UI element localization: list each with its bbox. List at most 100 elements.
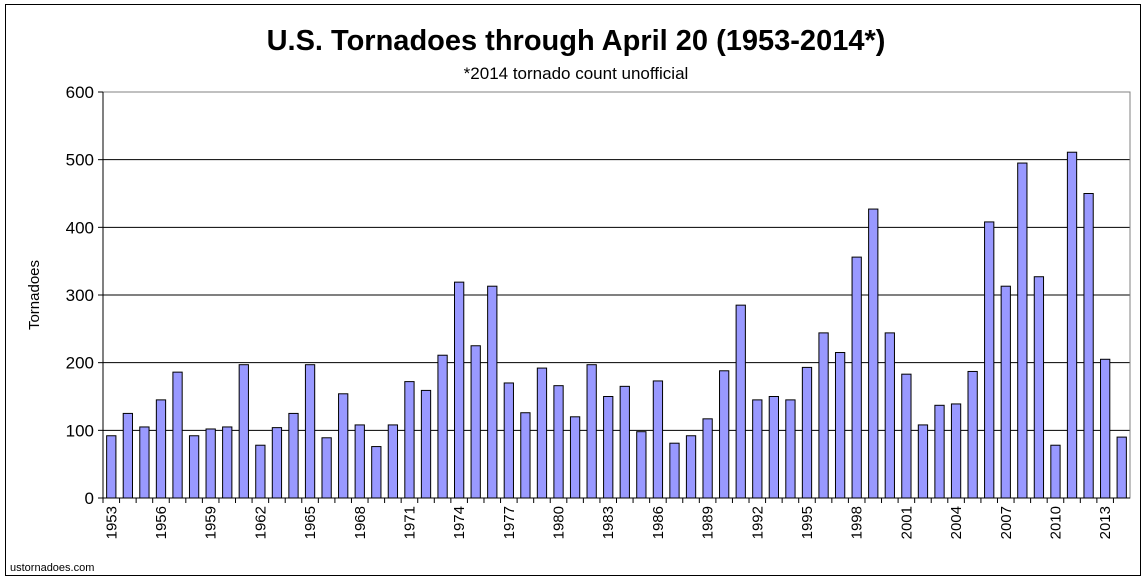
- y-tick-label: 0: [85, 489, 94, 508]
- bar-1980: [553, 385, 564, 499]
- y-tick-label: 500: [66, 151, 94, 170]
- bar-1957: [172, 371, 183, 499]
- bar-1954: [122, 412, 133, 499]
- x-tick-label-1989: 1989: [700, 506, 717, 539]
- x-tick-label-2007: 2007: [998, 506, 1015, 539]
- bar-1989: [702, 418, 713, 499]
- x-tick-label-2004: 2004: [948, 506, 965, 539]
- bar-1990: [719, 370, 730, 499]
- bar-2006: [984, 221, 995, 499]
- x-tick-label-1962: 1962: [252, 506, 269, 539]
- bar-1960: [222, 426, 233, 499]
- x-tick-label-1980: 1980: [551, 506, 568, 539]
- y-tick-label: 600: [66, 83, 94, 102]
- bar-1992: [752, 399, 763, 499]
- bar-2007: [1000, 285, 1011, 499]
- bar-1999: [868, 208, 879, 499]
- bar-1991: [735, 304, 746, 499]
- x-tick-label-1977: 1977: [501, 506, 518, 539]
- x-tick-label-1992: 1992: [749, 506, 766, 539]
- bar-2000: [884, 332, 895, 499]
- bar-1977: [503, 382, 514, 499]
- chart-frame: U.S. Tornadoes through April 20 (1953-20…: [5, 4, 1141, 576]
- x-tick-label-1974: 1974: [451, 506, 468, 539]
- bar-1973: [437, 354, 448, 499]
- bar-1984: [619, 385, 630, 499]
- bar-2001: [901, 373, 912, 499]
- bar-1994: [785, 399, 796, 499]
- bar-1978: [520, 412, 531, 499]
- bar-2012: [1083, 193, 1094, 499]
- x-tick-label-1953: 1953: [103, 506, 120, 539]
- bar-1972: [420, 389, 432, 499]
- x-tick-label-1998: 1998: [849, 506, 866, 539]
- bar-1970: [387, 424, 399, 499]
- bars: [106, 151, 1127, 499]
- bar-1998: [851, 256, 862, 499]
- bar-1962: [255, 444, 266, 499]
- bar-2013: [1100, 358, 1111, 499]
- x-tick-label-1965: 1965: [302, 506, 319, 539]
- x-tick-label-1959: 1959: [203, 506, 220, 539]
- bar-2009: [1033, 276, 1045, 499]
- bar-1971: [404, 381, 415, 499]
- tornado-bar-chart: U.S. Tornadoes through April 20 (1953-20…: [10, 25, 1131, 574]
- bar-1966: [321, 437, 332, 499]
- bar-1963: [271, 427, 283, 499]
- chart-title: U.S. Tornadoes through April 20 (1953-20…: [267, 25, 886, 57]
- bar-1965: [304, 364, 316, 499]
- axes: [98, 91, 1130, 503]
- x-tick-label-1971: 1971: [401, 506, 418, 539]
- bar-2011: [1066, 151, 1078, 499]
- y-tick-label: 200: [66, 354, 94, 373]
- bar-1958: [188, 435, 200, 499]
- bar-1968: [354, 424, 365, 499]
- x-tick-label-1983: 1983: [600, 506, 617, 539]
- bar-1996: [818, 332, 829, 499]
- bar-1993: [768, 396, 779, 499]
- y-tick-label: 300: [66, 286, 94, 305]
- y-axis-label: Tornadoes: [26, 260, 43, 330]
- watermark: ustornadoes.com: [10, 562, 94, 574]
- bar-2008: [1017, 162, 1028, 499]
- x-tick-label-1968: 1968: [352, 506, 369, 539]
- x-tick-label-1956: 1956: [153, 506, 170, 539]
- y-tick-label: 400: [66, 218, 94, 237]
- x-tick-labels: 1953 1956 1959 1962 1965 1968 1971 1974 1977 1980…: [103, 506, 1114, 539]
- bar-1961: [238, 364, 249, 499]
- bar-2004: [950, 403, 962, 499]
- y-tick-labels: 0 100 200 300 400 500 600: [66, 83, 94, 508]
- bar-1976: [487, 285, 498, 499]
- bar-1995: [801, 366, 813, 499]
- bar-1956: [155, 399, 167, 499]
- x-tick-label-2001: 2001: [898, 506, 915, 539]
- bar-1982: [586, 364, 597, 499]
- y-tick-label: 100: [66, 421, 94, 440]
- bar-2010: [1050, 444, 1061, 499]
- bar-1953: [106, 435, 117, 499]
- bar-1981: [569, 416, 581, 499]
- bar-1974: [454, 281, 465, 499]
- bar-1987: [669, 442, 680, 499]
- bar-1955: [139, 426, 150, 499]
- bar-1988: [685, 435, 697, 499]
- bar-2005: [967, 370, 978, 499]
- bar-1986: [652, 380, 664, 499]
- bar-1979: [536, 367, 548, 499]
- bar-2014: [1116, 436, 1127, 499]
- bar-1997: [834, 352, 846, 499]
- chart-subtitle: *2014 tornado count unofficial: [464, 64, 689, 83]
- bar-2002: [917, 424, 929, 499]
- x-tick-label-1986: 1986: [650, 506, 667, 539]
- bar-1969: [371, 446, 382, 499]
- bar-1983: [603, 396, 614, 499]
- bar-1985: [636, 431, 647, 499]
- bar-1964: [288, 412, 299, 499]
- x-tick-label-1995: 1995: [799, 506, 816, 539]
- x-tick-label-2010: 2010: [1047, 506, 1064, 539]
- bar-2003: [934, 404, 945, 499]
- bar-1967: [338, 393, 349, 499]
- bar-1959: [205, 428, 216, 499]
- bar-1975: [470, 345, 481, 499]
- x-tick-label-2013: 2013: [1097, 506, 1114, 539]
